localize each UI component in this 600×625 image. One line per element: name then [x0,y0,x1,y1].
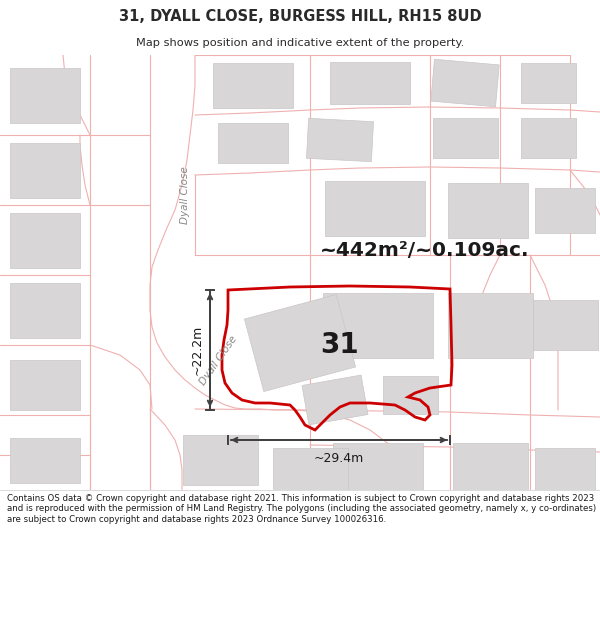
Text: Dyall Close: Dyall Close [180,166,190,224]
Bar [333,442,423,498]
Text: ~29.4m: ~29.4m [314,452,364,465]
Bar [10,142,80,198]
Bar [302,375,368,425]
Text: ~442m²/~0.109ac.: ~442m²/~0.109ac. [320,241,530,259]
Bar [521,118,575,158]
Bar [244,294,356,391]
Bar [448,182,528,238]
Text: Map shows position and indicative extent of the property.: Map shows position and indicative extent… [136,38,464,48]
Bar [383,376,437,414]
Bar [213,62,293,107]
Bar [535,448,595,493]
Bar [452,442,527,498]
Bar [521,63,575,103]
Bar [218,123,288,163]
Bar [431,59,499,107]
Bar [533,300,598,350]
Bar [10,438,80,483]
Bar [10,213,80,268]
Bar [10,360,80,410]
Bar [307,118,374,162]
Bar [535,188,595,232]
Text: 31: 31 [320,331,359,359]
Bar [272,448,347,493]
Bar [182,435,257,485]
Bar [330,62,410,104]
Bar [10,68,80,122]
Text: ~22.2m: ~22.2m [191,325,204,375]
Bar [10,282,80,338]
Text: Contains OS data © Crown copyright and database right 2021. This information is : Contains OS data © Crown copyright and d… [7,494,596,524]
Bar [325,181,425,236]
Bar [323,292,433,357]
Bar [433,118,497,158]
Text: 31, DYALL CLOSE, BURGESS HILL, RH15 8UD: 31, DYALL CLOSE, BURGESS HILL, RH15 8UD [119,9,481,24]
Text: Dyall Close: Dyall Close [197,334,239,386]
Bar [448,292,533,357]
